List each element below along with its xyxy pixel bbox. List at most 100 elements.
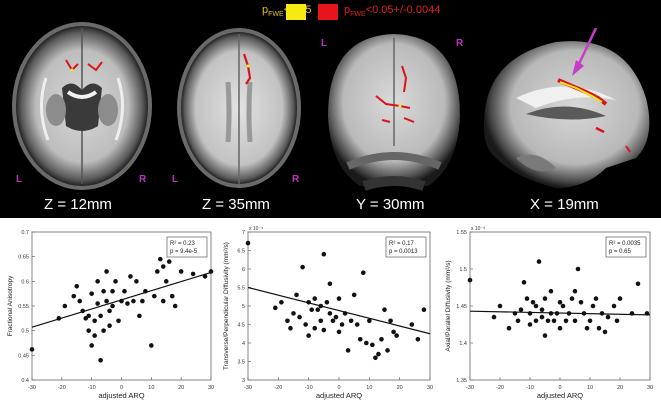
- data-point: [348, 318, 354, 324]
- y-tick-label: 1.5: [459, 267, 467, 273]
- stats-p: p = 0.65: [609, 249, 632, 255]
- data-point: [333, 314, 339, 320]
- stats-box: [166, 236, 208, 258]
- regression-line: [469, 310, 651, 316]
- data-point: [297, 314, 302, 320]
- legend-swatch-yellow: [286, 4, 306, 20]
- data-point: [539, 307, 545, 312]
- data-point: [169, 293, 175, 299]
- data-point: [86, 328, 91, 333]
- data-point: [327, 281, 333, 287]
- data-point: [584, 325, 590, 331]
- data-point: [300, 264, 305, 270]
- data-point: [560, 303, 566, 309]
- stats-p: p = 0.0013: [389, 249, 418, 255]
- x-tick-label: -20: [496, 385, 504, 391]
- data-point: [104, 269, 109, 274]
- x-tick-label: 30: [208, 385, 214, 391]
- x-tick-label: -30: [28, 385, 36, 391]
- data-point: [617, 296, 623, 301]
- x-axis-label: adjusted ARQ: [98, 391, 144, 400]
- y-tick-label: 0.4: [21, 378, 29, 384]
- data-point: [364, 340, 369, 346]
- data-point: [536, 259, 542, 264]
- data-point: [318, 318, 324, 324]
- data-point: [113, 279, 118, 284]
- stats-r2: R² = 0.17: [389, 241, 415, 247]
- y-tick-label: 0.6: [21, 279, 29, 285]
- y-tick-label: 5: [242, 304, 245, 310]
- y-axis-label: Fractional Anisotropy: [7, 275, 14, 336]
- data-point: [163, 279, 169, 284]
- slice-label-z12: Z = 12mm: [44, 196, 112, 213]
- data-point: [122, 288, 127, 294]
- data-point: [524, 296, 530, 301]
- data-point: [415, 337, 421, 342]
- data-point: [373, 355, 378, 361]
- x-tick-label: 10: [366, 385, 372, 391]
- right-marker: R: [456, 38, 464, 49]
- data-point: [306, 333, 311, 338]
- data-point: [602, 329, 608, 335]
- y-tick-label: 3: [242, 378, 245, 384]
- data-point: [409, 322, 415, 327]
- data-point: [89, 343, 94, 348]
- data-point: [533, 318, 539, 324]
- data-point: [152, 293, 157, 299]
- data-point: [110, 288, 115, 294]
- x-tick-label: -10: [305, 385, 313, 391]
- data-point: [506, 325, 512, 331]
- data-point: [134, 279, 139, 284]
- left-marker: L: [16, 174, 23, 185]
- data-point: [569, 296, 575, 301]
- data-point: [116, 318, 121, 324]
- data-point: [587, 318, 593, 324]
- x-tick-label: 10: [148, 385, 154, 391]
- data-point: [593, 296, 599, 301]
- scatter-plots: -30 -20 -10 0 10 20 300.40.450.50.550.60.650.7…: [7, 226, 653, 400]
- legend-threshold: <0.05+/-0.0044: [365, 4, 441, 16]
- data-point: [279, 300, 284, 305]
- y-tick-label: 5.5: [237, 286, 245, 292]
- y-tick-label: 4: [242, 341, 245, 347]
- data-point: [149, 343, 154, 348]
- data-point: [324, 300, 330, 305]
- y-tick-label: 0.45: [18, 353, 29, 359]
- data-point: [321, 327, 327, 333]
- data-point: [336, 296, 342, 301]
- y-tick-label: 0.65: [18, 255, 29, 261]
- data-point: [542, 333, 548, 338]
- data-point: [107, 308, 112, 314]
- sagittal-slice-x19: [483, 28, 650, 188]
- axial-slice-z35: [177, 28, 301, 188]
- x-tick-label: 30: [647, 385, 653, 391]
- coronal-slice-y30: [328, 34, 460, 191]
- x-tick-label: -10: [526, 385, 534, 391]
- data-point: [245, 240, 251, 246]
- data-point: [545, 318, 551, 324]
- data-point: [548, 288, 554, 294]
- data-point: [137, 313, 142, 319]
- slice-label-y30: Y = 30mm: [356, 196, 425, 213]
- x-tick-label: 20: [397, 385, 403, 391]
- y-axis-label: Axial/Parallel Diffusivity (mm²/s): [445, 260, 452, 351]
- x-tick-label: -30: [466, 385, 474, 391]
- stats-box: [385, 236, 427, 258]
- data-point: [309, 307, 315, 312]
- stats-r2: R² = 0.0035: [609, 241, 641, 247]
- data-point: [345, 348, 351, 353]
- data-point: [578, 300, 584, 305]
- x-tick-label: 20: [617, 385, 623, 391]
- data-point: [107, 323, 112, 329]
- y-tick-label: 1.45: [456, 304, 467, 310]
- data-point: [533, 303, 539, 309]
- legend-item-red: pFWE<0.05+/-0.0044: [344, 4, 440, 18]
- data-point: [95, 279, 100, 284]
- data-point: [336, 329, 342, 335]
- data-point: [467, 277, 473, 283]
- data-point: [74, 283, 80, 289]
- y-tick-label: 1.55: [456, 230, 467, 236]
- data-point: [77, 298, 83, 304]
- legend-swatch-red: [318, 4, 338, 20]
- data-point: [291, 311, 296, 316]
